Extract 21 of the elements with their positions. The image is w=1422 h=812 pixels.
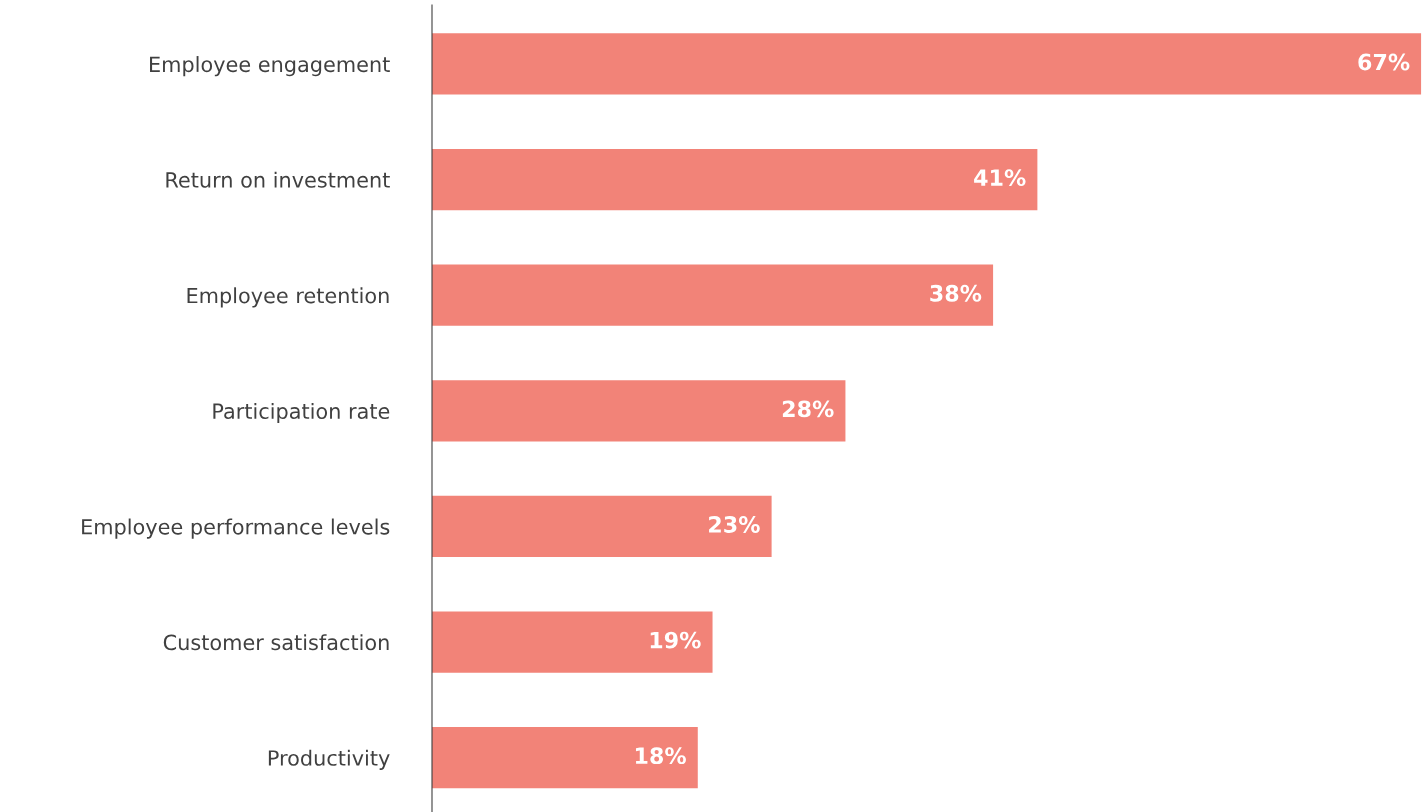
y-tick-label: Participation rate [213, 402, 390, 424]
data-label: 67% [1358, 53, 1410, 71]
bar [432, 380, 846, 442]
y-tick-label: Customer satisfaction [163, 634, 389, 651]
y-tick-label: Employee engagement [150, 56, 390, 77]
y-tick-label: Employee performance levels [82, 518, 390, 539]
bar [432, 148, 1038, 211]
bar [432, 727, 698, 789]
y-tick-label: Productivity [268, 749, 390, 770]
data-label: 23% [709, 516, 760, 533]
data-label: 28% [782, 400, 834, 418]
bar [432, 33, 1422, 95]
data-label: 18% [635, 747, 686, 765]
y-tick-label: Return on investment [166, 171, 390, 188]
bar [432, 611, 713, 673]
data-label: 41% [974, 169, 1026, 187]
bar [432, 264, 994, 326]
bar [432, 495, 772, 558]
y-tick-label: Employee retention [187, 287, 389, 308]
data-label: 38% [930, 284, 982, 302]
data-label: 19% [650, 631, 701, 649]
